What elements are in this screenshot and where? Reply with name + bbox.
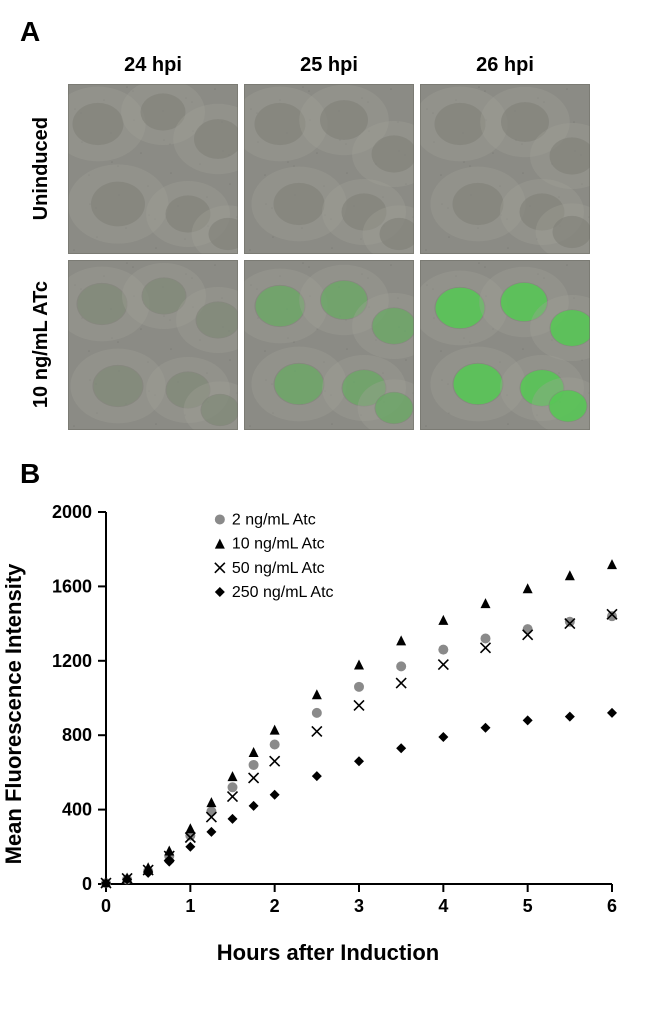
panel-a-grid: 24 hpi 25 hpi 26 hpi Uninduced 10 ng/mL … (20, 52, 633, 430)
svg-text:5: 5 (523, 896, 533, 916)
panel-b-letter: B (20, 460, 633, 488)
micrograph (244, 84, 414, 254)
micrograph (420, 84, 590, 254)
svg-text:1: 1 (185, 896, 195, 916)
panel-a-col-header: 25 hpi (300, 54, 358, 77)
svg-text:2 ng/mL Atc: 2 ng/mL Atc (232, 511, 316, 528)
svg-text:4: 4 (438, 896, 448, 916)
svg-text:1600: 1600 (52, 576, 92, 596)
micrograph (68, 260, 238, 430)
panel-a-col-header: 24 hpi (124, 54, 182, 77)
chart-svg: 0 1 2 3 4 5 6 0 400 800 1200 1600 2000 2 ng/mL Atc 10 … (28, 494, 628, 934)
y-axis-label: Mean Fluorescence Intensity (1, 564, 27, 865)
panel-a-row-label: 10 ng/mL ATc (30, 281, 53, 408)
svg-text:400: 400 (62, 800, 92, 820)
micrograph (420, 260, 590, 430)
figure: A 24 hpi 25 hpi 26 hpi Uninduced 10 ng/m… (0, 0, 653, 986)
panel-a-row-label: Uninduced (30, 117, 53, 220)
svg-text:2: 2 (270, 896, 280, 916)
micrograph (68, 84, 238, 254)
svg-text:3: 3 (354, 896, 364, 916)
micrograph (244, 260, 414, 430)
svg-text:250 ng/mL Atc: 250 ng/mL Atc (232, 584, 334, 601)
svg-text:2000: 2000 (52, 502, 92, 522)
svg-text:800: 800 (62, 725, 92, 745)
panel-a-letter: A (20, 18, 633, 46)
svg-text:0: 0 (82, 874, 92, 894)
chart-box: Mean Fluorescence Intensity 012345604008… (28, 494, 628, 934)
svg-text:0: 0 (101, 896, 111, 916)
svg-text:6: 6 (607, 896, 617, 916)
panel-a-col-header: 26 hpi (476, 54, 534, 77)
panel-b: B Mean Fluorescence Intensity 0123456040… (20, 460, 633, 966)
svg-text:50 ng/mL Atc: 50 ng/mL Atc (232, 560, 325, 577)
x-axis-label: Hours after Induction (28, 940, 628, 966)
svg-text:10 ng/mL Atc: 10 ng/mL Atc (232, 536, 325, 553)
svg-text:1200: 1200 (52, 651, 92, 671)
